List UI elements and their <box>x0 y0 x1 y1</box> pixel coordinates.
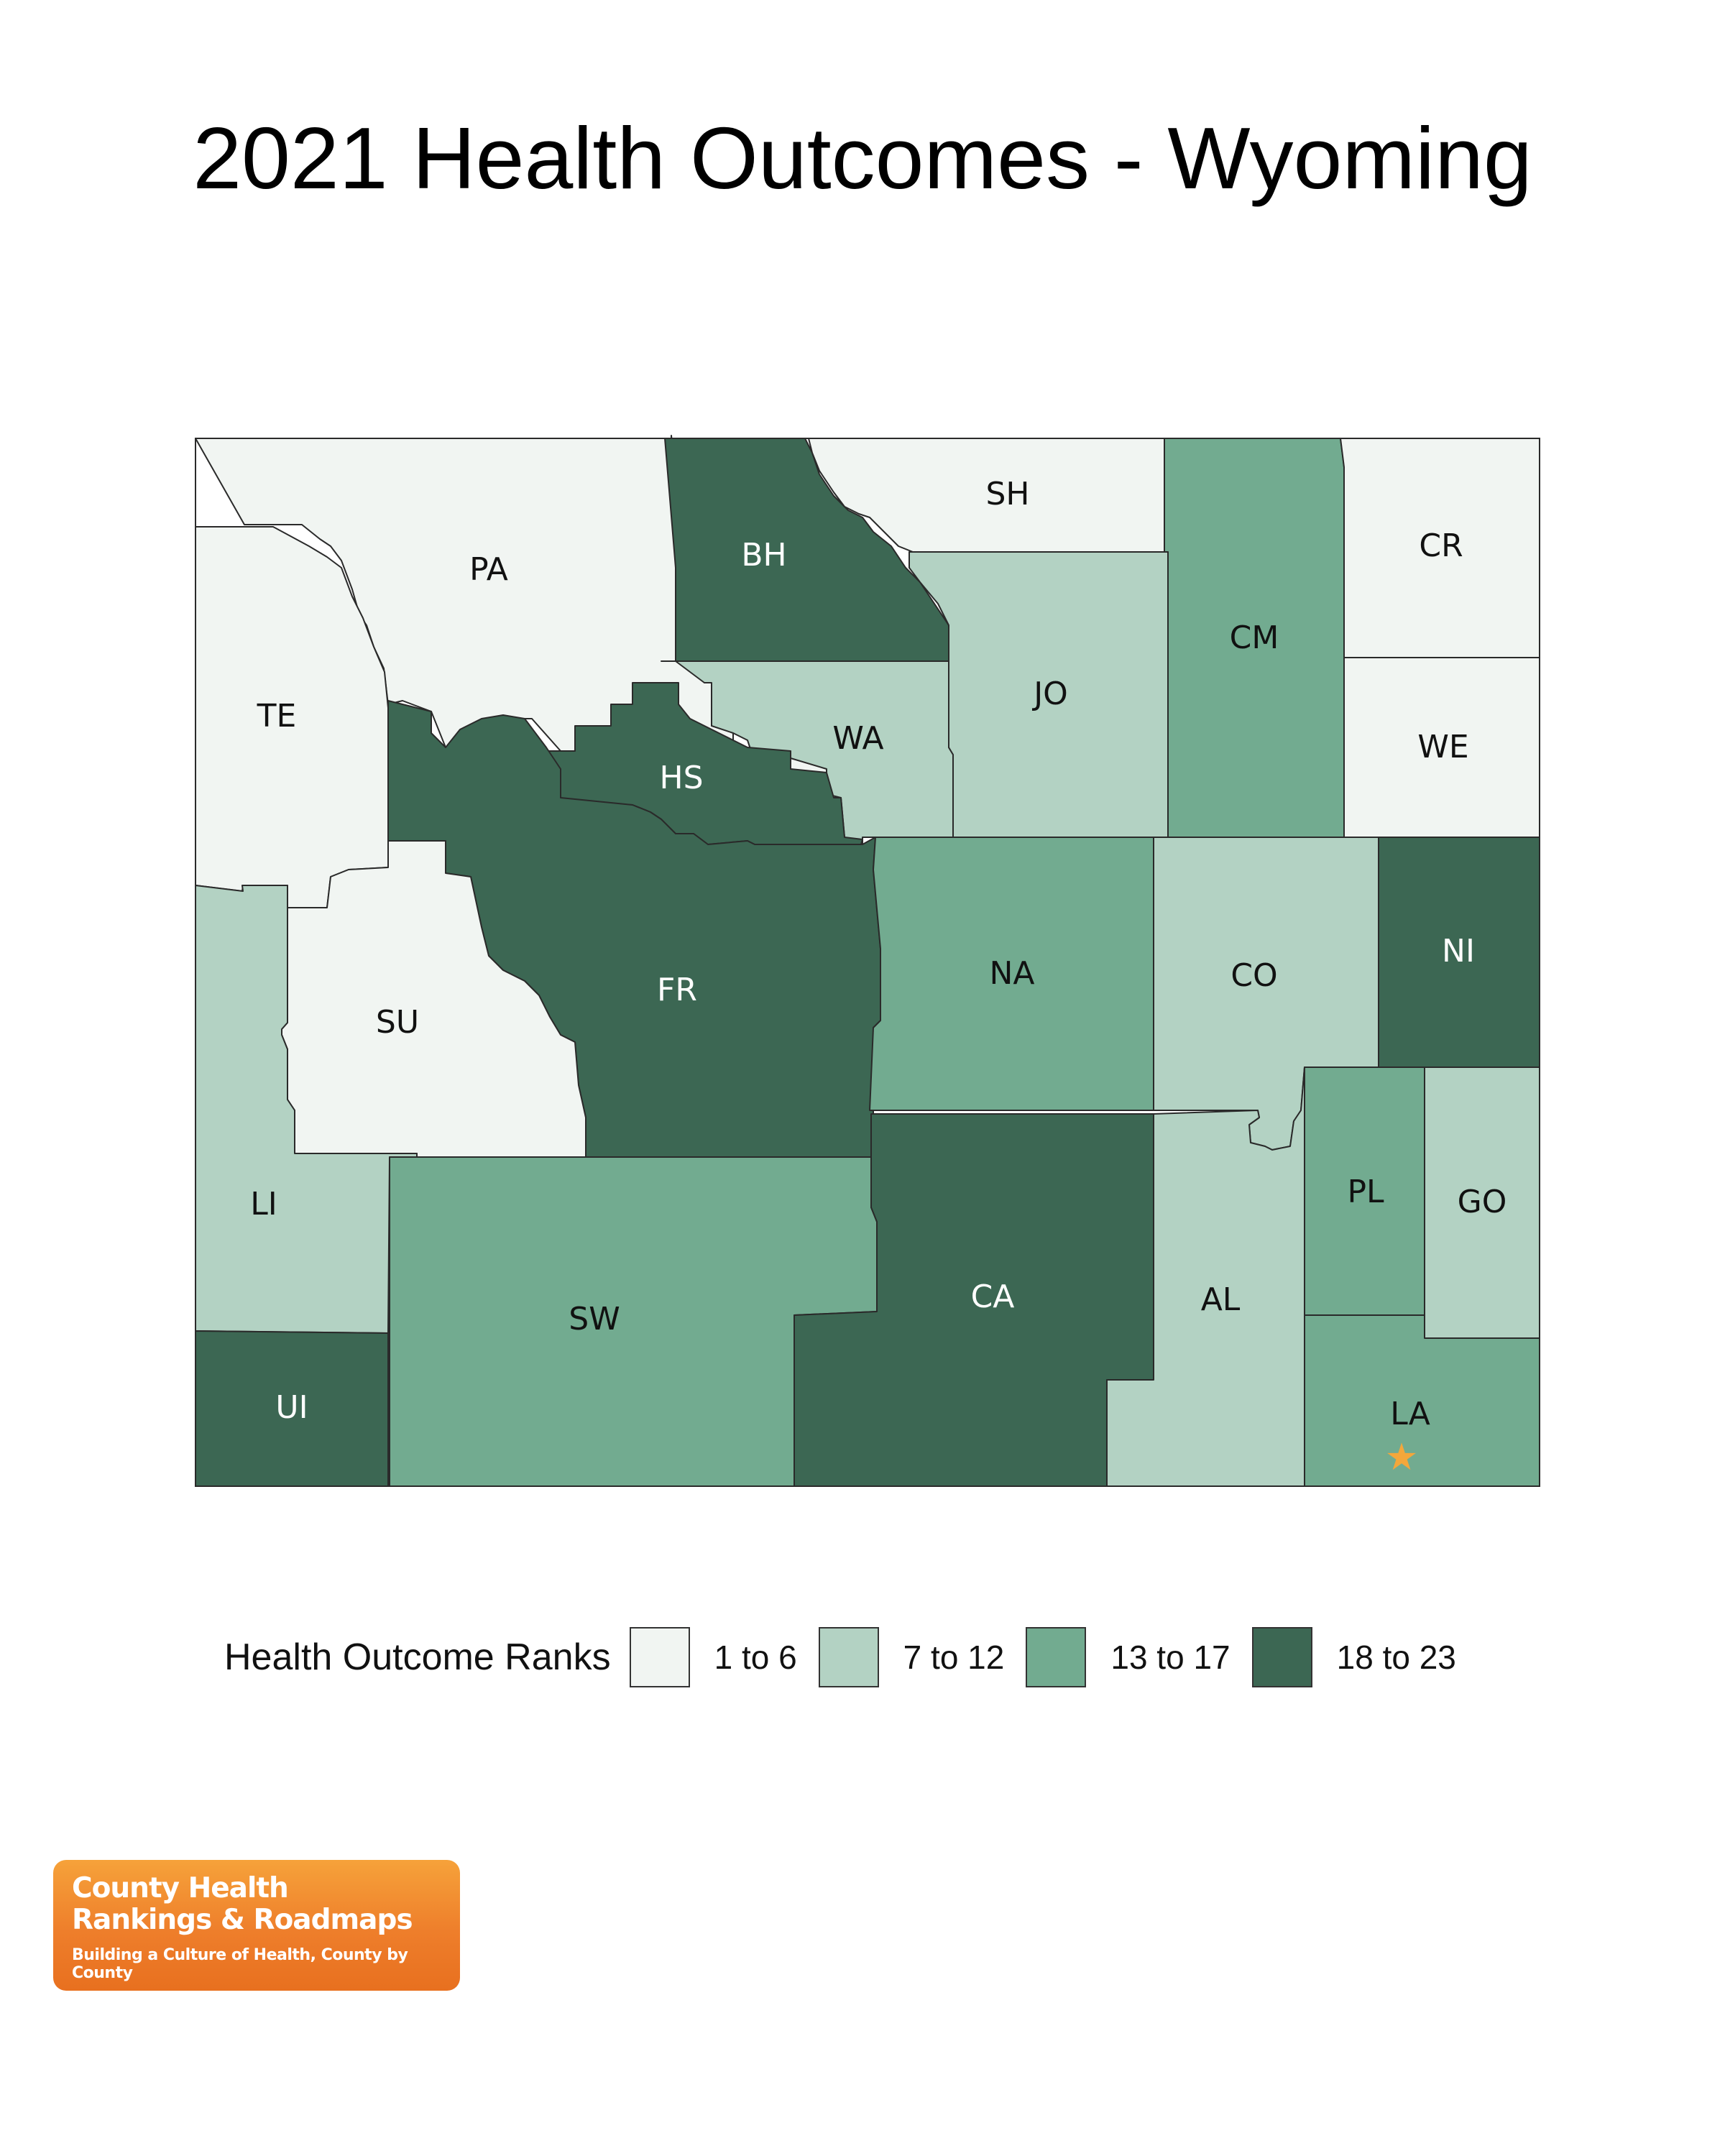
legend-title: Health Outcome Ranks <box>224 1636 611 1678</box>
map-title: 2021 Health Outcomes - Wyoming <box>193 109 1532 207</box>
legend-label: 13 to 17 <box>1110 1639 1230 1676</box>
county-label-ni: NI <box>1442 933 1475 969</box>
county-label-jo: JO <box>1031 676 1068 712</box>
county-bh <box>664 438 949 662</box>
county-jo <box>908 551 1169 838</box>
county-label-cr: CR <box>1419 528 1463 564</box>
county-label-la: LA <box>1390 1396 1430 1432</box>
legend-swatch <box>818 1627 879 1687</box>
county-label-te: TE <box>257 698 297 734</box>
star-icon: ★ <box>1385 1436 1419 1479</box>
county-al <box>1106 1067 1305 1487</box>
map-border <box>195 438 1540 1487</box>
county-label-sw: SW <box>569 1301 620 1337</box>
legend-label: 7 to 12 <box>903 1639 1005 1676</box>
legend-swatch <box>629 1627 690 1687</box>
county-label-bh: BH <box>741 537 786 573</box>
logo-line-1: County Health <box>72 1872 289 1904</box>
county-health-rankings-logo: County Health Rankings & Roadmaps Buildi… <box>53 1860 460 1991</box>
county-label-al: AL <box>1201 1281 1241 1318</box>
legend-label: 18 to 23 <box>1336 1639 1456 1676</box>
county-label-pl: PL <box>1347 1174 1384 1210</box>
county-label-sh: SH <box>985 476 1029 512</box>
county-label-go: GO <box>1458 1184 1507 1220</box>
county-label-na: NA <box>989 955 1034 992</box>
legend-item-1-to-6: 1 to 6 <box>629 1627 797 1687</box>
county-label-cm: CM <box>1230 619 1279 656</box>
logo-tagline: Building a Culture of Health, County by … <box>72 1946 408 1982</box>
county-label-ca: CA <box>971 1279 1015 1315</box>
county-label-ui: UI <box>275 1389 308 1426</box>
legend: Health Outcome Ranks 1 to 6 7 to 12 13 t… <box>224 1626 1478 1689</box>
legend-item-13-to-17: 13 to 17 <box>1026 1627 1230 1687</box>
county-label-wa: WA <box>832 720 883 757</box>
county-label-hs: HS <box>659 760 703 796</box>
county-label-su: SU <box>376 1004 419 1041</box>
legend-item-18-to-23: 18 to 23 <box>1251 1627 1456 1687</box>
logo-line-2: Rankings & Roadmaps <box>72 1904 413 1936</box>
county-label-li: LI <box>250 1186 277 1222</box>
legend-item-7-to-12: 7 to 12 <box>818 1627 1005 1687</box>
legend-label: 1 to 6 <box>714 1639 797 1676</box>
county-label-fr: FR <box>657 972 697 1008</box>
county-label-pa: PA <box>469 551 508 588</box>
county-label-we: WE <box>1417 729 1468 765</box>
county-label-co: CO <box>1230 957 1277 994</box>
legend-swatch <box>1026 1627 1087 1687</box>
legend-swatch <box>1251 1627 1312 1687</box>
